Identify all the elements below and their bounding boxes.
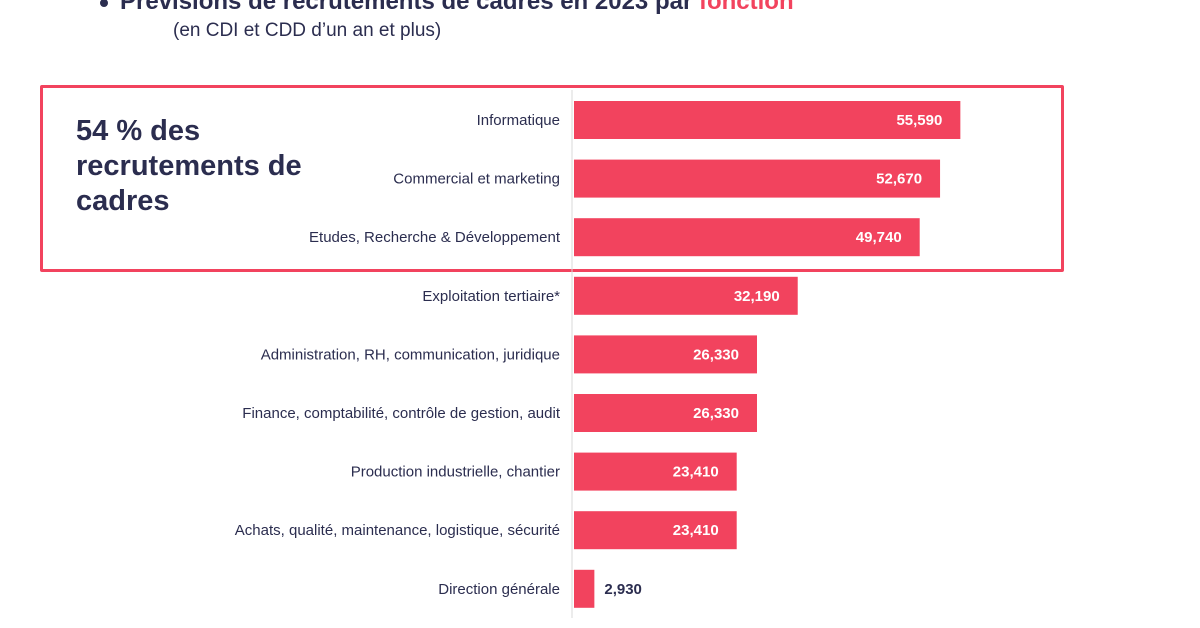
bar-value-label: 49,740 <box>856 229 902 246</box>
bar-value-label: 23,410 <box>673 522 719 539</box>
bar-value-label: 26,330 <box>693 405 739 422</box>
callout-text: 54 % des recrutements de cadres <box>76 115 302 217</box>
bar <box>574 159 941 198</box>
category-label: Administration, RH, communication, jurid… <box>261 346 560 363</box>
chart-title-prefix: Prévisions de recrutements de cadres en … <box>120 0 693 15</box>
bar-value-label: 55,590 <box>896 112 942 129</box>
bar <box>574 394 757 432</box>
bar-value-label: 23,410 <box>673 464 719 481</box>
bar <box>574 101 961 139</box>
bar-value-label: 2,930 <box>604 581 642 598</box>
category-label: Production industrielle, chantier <box>351 464 560 481</box>
bar-value-label: 52,670 <box>876 171 922 188</box>
category-label: Finance, comptabilité, contrôle de gesti… <box>242 405 561 422</box>
bar <box>574 569 595 608</box>
chart-title: Prévisions de recrutements de cadres en … <box>100 0 794 16</box>
bar <box>574 452 737 491</box>
bar-value-label: 26,330 <box>693 346 739 363</box>
highlight-frame <box>40 85 1064 272</box>
bar <box>574 511 737 550</box>
category-label: Etudes, Recherche & Développement <box>309 229 561 246</box>
category-label: Achats, qualité, maintenance, logistique… <box>235 522 560 539</box>
category-label: Informatique <box>477 112 560 129</box>
category-label: Direction générale <box>438 581 560 598</box>
bar <box>574 276 798 315</box>
bar <box>574 335 757 374</box>
bar-series: Informatique 55,590 Commercial et marketin… <box>235 101 961 608</box>
chart-title-highlight: fonction <box>698 0 794 15</box>
bullet-icon <box>100 0 108 7</box>
bar-value-label: 32,190 <box>734 288 780 305</box>
bar <box>574 218 920 257</box>
category-label: Exploitation tertiaire* <box>422 288 560 305</box>
category-label: Commercial et marketing <box>393 171 560 188</box>
chart-subtitle: (en CDI et CDD d’un an et plus) <box>173 20 442 41</box>
